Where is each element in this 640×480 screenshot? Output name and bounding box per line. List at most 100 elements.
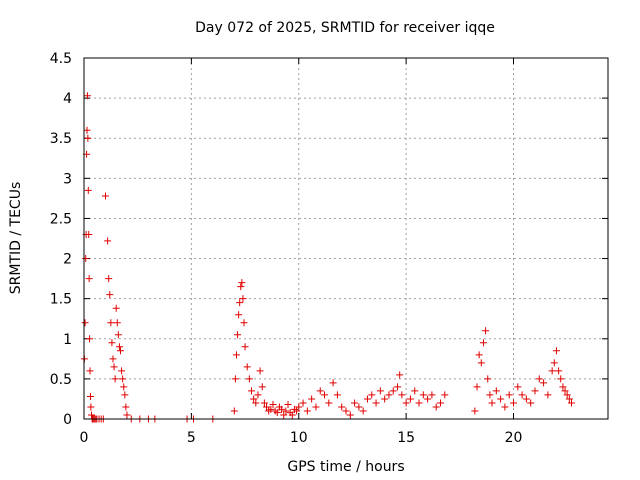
data-point xyxy=(312,403,320,411)
y-axis-label: SRMTID / TECUs xyxy=(8,182,24,295)
data-point xyxy=(114,331,122,339)
y-tick-label: 4.5 xyxy=(50,51,72,67)
data-point xyxy=(436,399,444,407)
data-point xyxy=(101,192,109,200)
y-tick-label: 1 xyxy=(63,332,72,348)
data-point xyxy=(441,391,449,399)
data-point xyxy=(284,401,292,409)
data-point xyxy=(282,407,290,415)
data-point xyxy=(236,299,244,307)
data-point xyxy=(544,391,552,399)
chart-title: Day 072 of 2025, SRMTID for receiver iqq… xyxy=(195,20,495,36)
data-point xyxy=(232,351,240,359)
data-point xyxy=(240,319,248,327)
data-point xyxy=(308,395,316,403)
data-point xyxy=(492,387,500,395)
data-point xyxy=(87,403,95,411)
data-point xyxy=(514,383,522,391)
y-tick-label: 3.5 xyxy=(50,131,72,147)
data-point xyxy=(338,403,346,411)
data-point xyxy=(565,395,573,403)
data-point xyxy=(424,395,432,403)
data-point xyxy=(372,399,380,407)
data-point xyxy=(359,407,367,415)
data-point xyxy=(85,230,93,238)
data-point xyxy=(555,367,563,375)
data-point xyxy=(471,407,479,415)
data-point xyxy=(535,375,543,383)
data-point xyxy=(325,399,333,407)
data-point xyxy=(563,391,571,399)
data-point xyxy=(243,363,251,371)
data-point xyxy=(84,186,92,194)
x-tick-label: 10 xyxy=(290,430,308,446)
data-point xyxy=(263,403,271,411)
data-point xyxy=(235,311,243,319)
data-point xyxy=(482,327,490,335)
data-point xyxy=(260,399,268,407)
x-tick-label: 5 xyxy=(187,430,196,446)
data-point xyxy=(84,134,92,142)
data-point xyxy=(522,395,530,403)
data-point xyxy=(105,275,113,283)
data-point xyxy=(241,343,249,351)
data-point xyxy=(518,391,526,399)
data-point xyxy=(230,407,238,415)
data-point xyxy=(256,367,264,375)
data-point xyxy=(121,391,129,399)
data-point xyxy=(381,395,389,403)
data-point xyxy=(86,393,94,401)
data-point xyxy=(237,283,245,291)
x-axis-label: GPS time / hours xyxy=(287,459,404,475)
data-point xyxy=(559,383,567,391)
data-point xyxy=(104,237,112,245)
data-point xyxy=(333,391,341,399)
data-point xyxy=(118,367,126,375)
data-point xyxy=(81,319,89,327)
data-point xyxy=(477,359,485,367)
data-point xyxy=(486,391,494,399)
data-point xyxy=(342,407,350,415)
data-point xyxy=(106,291,114,299)
data-point xyxy=(505,391,513,399)
data-point xyxy=(295,403,303,411)
data-point xyxy=(567,399,575,407)
data-point xyxy=(346,411,354,419)
data-point xyxy=(88,411,96,419)
data-point xyxy=(252,399,260,407)
data-point xyxy=(355,403,363,411)
data-point xyxy=(488,399,496,407)
data-point xyxy=(109,355,117,363)
data-point xyxy=(406,395,414,403)
y-tick-label: 3 xyxy=(63,171,72,187)
data-point xyxy=(415,399,423,407)
data-point xyxy=(273,409,281,417)
data-point xyxy=(245,375,253,383)
data-point xyxy=(248,387,256,395)
data-point xyxy=(402,399,410,407)
y-tick-label: 0.5 xyxy=(50,372,72,388)
y-tick-label: 0 xyxy=(63,412,72,428)
data-point xyxy=(250,395,258,403)
data-point xyxy=(411,387,419,395)
data-point xyxy=(107,319,115,327)
data-point xyxy=(258,383,266,391)
data-point xyxy=(432,403,440,411)
data-point xyxy=(117,347,125,355)
data-point xyxy=(540,379,548,387)
data-point xyxy=(113,319,121,327)
data-point xyxy=(239,295,247,303)
data-point xyxy=(231,375,239,383)
data-point xyxy=(389,387,397,395)
data-point xyxy=(293,407,301,415)
data-point xyxy=(238,279,246,287)
data-point xyxy=(86,367,94,375)
data-point xyxy=(527,399,535,407)
data-point xyxy=(108,339,116,347)
data-point xyxy=(479,339,487,347)
data-point xyxy=(254,391,262,399)
data-point xyxy=(111,375,119,383)
data-point xyxy=(119,375,127,383)
data-point xyxy=(497,395,505,403)
